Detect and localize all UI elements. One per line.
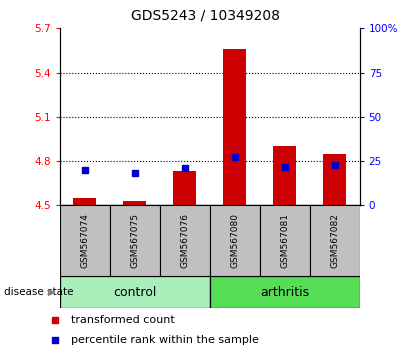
Text: GSM567075: GSM567075 — [130, 213, 139, 268]
Bar — [173, 171, 196, 205]
Text: GSM567076: GSM567076 — [180, 213, 189, 268]
Text: transformed count: transformed count — [71, 315, 175, 325]
Text: GSM567074: GSM567074 — [80, 213, 89, 268]
Bar — [323, 154, 346, 205]
Text: percentile rank within the sample: percentile rank within the sample — [71, 335, 259, 345]
Text: GSM567081: GSM567081 — [280, 213, 289, 268]
Text: GSM567080: GSM567080 — [230, 213, 239, 268]
Bar — [60, 205, 110, 276]
Bar — [223, 49, 246, 205]
Text: ▶: ▶ — [48, 287, 55, 297]
Bar — [159, 205, 210, 276]
Bar — [210, 205, 260, 276]
Bar — [309, 205, 360, 276]
Text: control: control — [113, 286, 156, 298]
Text: arthritis: arthritis — [260, 286, 309, 298]
Text: disease state: disease state — [4, 287, 77, 297]
Bar — [110, 205, 159, 276]
Text: GSM567082: GSM567082 — [330, 213, 339, 268]
Bar — [73, 198, 96, 205]
Bar — [210, 276, 360, 308]
Bar — [260, 205, 309, 276]
Text: GDS5243 / 10349208: GDS5243 / 10349208 — [131, 9, 280, 23]
Bar — [123, 201, 146, 205]
Bar — [60, 276, 210, 308]
Bar — [273, 146, 296, 205]
